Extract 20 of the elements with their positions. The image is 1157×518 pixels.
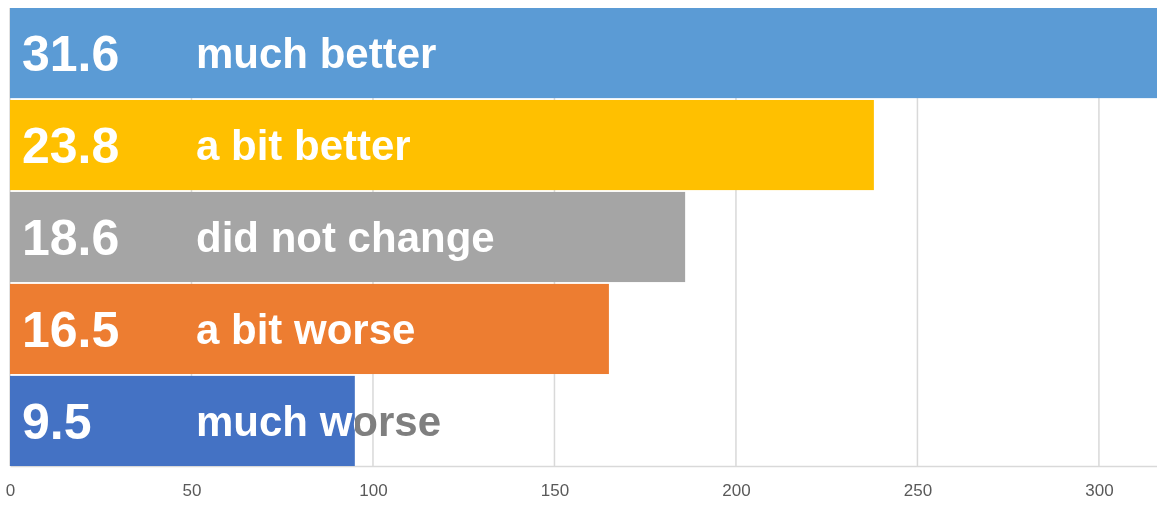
x-tick-label: 300 xyxy=(1085,481,1114,501)
annotation: 16.5 xyxy=(22,301,120,358)
x-tick-label: 0 xyxy=(5,481,16,501)
y-tick-label: much better xyxy=(196,30,437,78)
x-tick-label: 250 xyxy=(903,481,933,501)
bar xyxy=(10,191,686,283)
bar xyxy=(10,99,874,191)
annotation: 9.5 xyxy=(22,393,92,450)
x-tick-label: 200 xyxy=(722,481,751,501)
bar xyxy=(10,8,1157,99)
y-tick-label: a bit worse xyxy=(196,306,416,354)
x-tick-label: 50 xyxy=(182,481,202,501)
y-tick-label: a bit better xyxy=(196,122,411,170)
annotation: 31.6 xyxy=(22,26,120,83)
bar xyxy=(10,283,609,375)
annotation: 18.6 xyxy=(22,210,120,266)
annotation: 23.8 xyxy=(22,118,120,175)
x-tick-label: 100 xyxy=(359,481,388,501)
x-tick-label: 150 xyxy=(540,481,570,501)
y-tick-label: did not change xyxy=(196,214,495,262)
